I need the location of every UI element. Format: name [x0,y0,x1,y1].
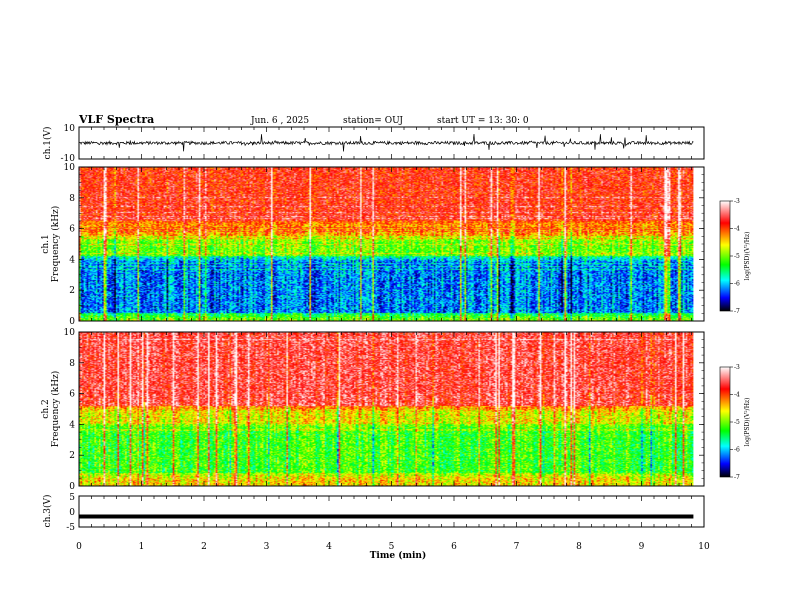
colorbar-ch2-tick--4: -4 [734,392,740,399]
colorbar-ch2-tick--7: -7 [734,474,740,481]
header-station: station= OUJ [343,116,403,126]
x-tick-label-4: 4 [326,542,332,552]
ch1-waveform-line [78,133,694,152]
ch1-freq-ytick-0: 0 [69,317,75,327]
x-tick-label-3: 3 [264,542,270,552]
x-axis-label: Time (min) [370,550,427,561]
ch1-ylabel: ch.1(V) [42,127,53,160]
colorbar-ch1: -3 -4 -5 -6 -7 log(PSD)(V²/Hz) [719,198,751,315]
colorbar-ch1-tick--5: -5 [734,253,740,260]
ch3-waveform-line [79,514,694,519]
header-start: start UT = 13: 30: 0 [437,116,529,126]
ch1-freq-ytick-6: 6 [69,225,75,235]
colorbar-ch2-tick--3: -3 [734,364,740,371]
colorbar-ch1-tick--3: -3 [734,198,740,205]
ch3-ytick-mid: 0 [69,508,75,518]
x-tick-label-7: 7 [514,542,520,552]
ch3-ytick-top: 5 [69,493,75,503]
ch1-waveform-panel: 10 -10 ch.1(V) [42,124,705,164]
x-tick-label-2: 2 [201,542,207,552]
colorbar-ch2-label: log(PSD)(V²/Hz) [744,398,751,447]
x-tick-label-10: 10 [698,542,710,552]
x-tick-label-9: 9 [639,542,645,552]
x-tick-label-5: 5 [389,542,395,552]
colorbar-ch2-tick--5: -5 [734,419,740,426]
ch3-ytick-bottom: -5 [66,523,75,533]
ch1-freq-ytick-10: 10 [64,163,76,173]
ch1-freq-ytick-2: 2 [69,286,75,296]
x-tick-label-8: 8 [576,542,582,552]
colorbar-ch1-label: log(PSD)(V²/Hz) [744,232,751,281]
ch2-freq-ytick-10: 10 [64,328,76,338]
ch3-ylabel: ch.3(V) [42,495,53,528]
x-tick-label-6: 6 [451,542,457,552]
ch1-spectrogram-panel: 0 2 4 6 8 10 ch.1Frequency (kHz) [41,163,705,327]
ch1-ytick-top: 10 [64,124,76,134]
ch2-freq-ytick-6: 6 [69,390,75,400]
ch2-freq-ytick-8: 8 [69,359,75,369]
colorbar-ch1-tick--6: -6 [734,281,740,288]
ch3-waveform-panel: 5 0 -5 ch.3(V) [42,493,705,533]
x-tick-label-1: 1 [139,542,145,552]
ch2-freq-ytick-4: 4 [69,420,75,430]
header-date: Jun. 6 , 2025 [250,116,309,126]
ch2-spectrogram-image [79,332,694,486]
ch1-freq-ylabel: ch.1Frequency (kHz) [41,206,61,283]
colorbar-ch2: -3 -4 -5 -6 -7 log(PSD)(V²/Hz) [719,364,751,481]
colorbar-ch1-tick--4: -4 [734,226,740,233]
colorbar-ch1-tick--7: -7 [734,308,740,315]
ch1-spectrogram-image [79,167,694,321]
ch1-freq-ytick-8: 8 [69,194,75,204]
colorbar-ch2-tick--6: -6 [734,447,740,454]
ch2-freq-ylabel: ch.2Frequency (kHz) [41,371,61,448]
ch2-freq-ytick-2: 2 [69,451,75,461]
ch1-freq-ytick-4: 4 [69,255,75,265]
figure-title: VLF Spectra [78,113,154,126]
ch1-ytick-bottom: -10 [61,154,76,164]
x-tick-label-0: 0 [76,542,82,552]
ch2-freq-ytick-0: 0 [69,482,75,492]
ch2-spectrogram-panel: 0 2 4 6 8 10 ch.2Frequency (kHz) [41,328,705,492]
